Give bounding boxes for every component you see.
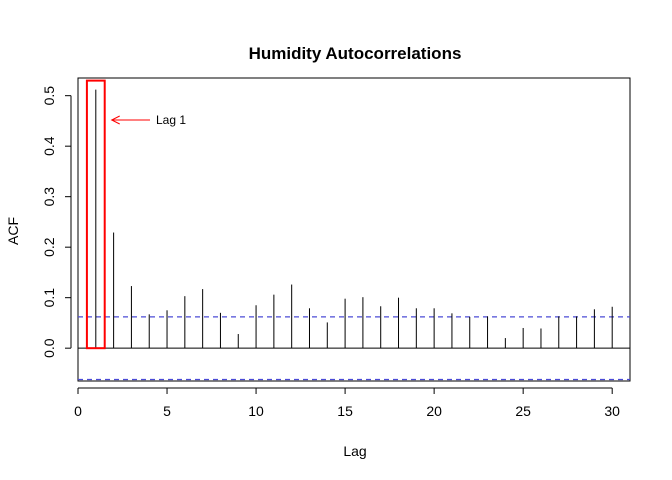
- x-tick-label: 5: [163, 403, 171, 419]
- x-tick-label: 15: [337, 403, 353, 419]
- x-tick-label: 10: [248, 403, 264, 419]
- chart-title: Humidity Autocorrelations: [249, 44, 462, 63]
- lag-1-annotation-label: Lag 1: [156, 113, 186, 127]
- annotation-group: Lag 1: [85, 79, 186, 350]
- y-tick-label: 0.5: [41, 86, 57, 106]
- y-tick-label: 0.3: [41, 187, 57, 207]
- x-axis-label: Lag: [343, 443, 366, 459]
- y-tick-label: 0.0: [41, 338, 57, 358]
- annotation-arrow-head: [110, 115, 120, 125]
- y-axis-label: ACF: [5, 217, 21, 245]
- y-axis: 0.0 0.1 0.2 0.3 0.4 0.5: [41, 86, 72, 358]
- confidence-band-group: [78, 316, 630, 381]
- acf-bars: [95, 89, 613, 349]
- y-tick-label: 0.2: [41, 237, 57, 257]
- x-tick-label: 0: [74, 403, 82, 419]
- plot-frame: [77, 77, 631, 382]
- y-tick-label: 0.1: [41, 288, 57, 308]
- x-axis: 0 5 10 15 20 25 30: [74, 387, 620, 419]
- x-tick-label: 30: [604, 403, 620, 419]
- y-tick-label: 0.4: [41, 136, 57, 156]
- x-tick-label: 20: [426, 403, 442, 419]
- x-tick-label: 25: [515, 403, 531, 419]
- lag-1-highlight-box: [85, 79, 106, 350]
